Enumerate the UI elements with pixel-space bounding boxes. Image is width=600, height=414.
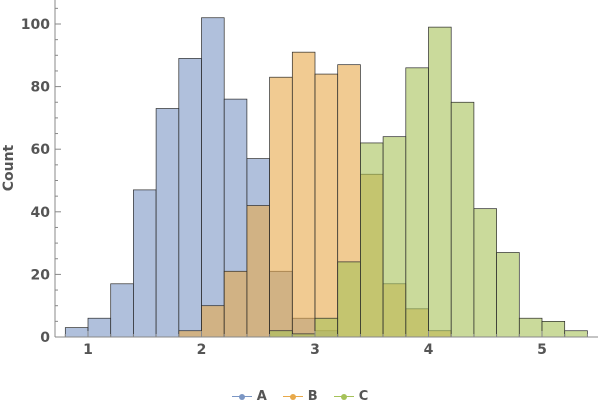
y-tick-label: 40: [31, 205, 51, 221]
histogram-bar: [269, 330, 293, 338]
histogram-bar: [541, 321, 566, 338]
histogram-bar: [496, 252, 520, 338]
legend-swatch: [333, 391, 354, 403]
x-tick-label: 4: [424, 342, 434, 358]
histogram-bar: [64, 327, 89, 338]
legend-item-c: C: [333, 389, 369, 404]
histogram-bar: [291, 51, 316, 338]
x-tick-label: 2: [197, 342, 207, 358]
histogram-bar: [473, 208, 497, 338]
x-tick-label: 1: [83, 342, 93, 358]
histogram-bar: [314, 317, 339, 338]
histogram-bar: [87, 317, 112, 338]
histogram-bar: [223, 270, 248, 338]
histogram-bar: [450, 101, 475, 338]
y-tick-label: 20: [31, 267, 51, 283]
histogram-bar: [178, 330, 202, 338]
histogram-bar: [337, 261, 361, 338]
bars-layer: [64, 17, 588, 338]
histogram-bar: [110, 283, 134, 338]
histogram-bar: [269, 76, 293, 338]
histogram-bar: [314, 73, 339, 338]
legend-label: C: [358, 389, 369, 404]
legend-swatch: [231, 391, 252, 403]
y-tick-label: 60: [31, 142, 51, 158]
x-tick-label: 3: [310, 342, 320, 358]
legend-swatch: [282, 391, 303, 403]
histogram-bar: [564, 330, 588, 338]
legend-label: B: [307, 389, 318, 404]
y-tick-label: 100: [21, 17, 50, 33]
axes-layer: 1 2 3 4 5 0 20 40 60 80 100: [21, 0, 598, 358]
legend-item-b: B: [282, 389, 318, 404]
histogram-bar: [382, 136, 407, 338]
histogram-bar: [201, 305, 225, 338]
histogram-bar: [155, 108, 180, 338]
y-tick-label: 0: [40, 330, 50, 346]
histogram-bar: [405, 67, 429, 338]
histogram-bar: [246, 205, 270, 338]
histogram-bar: [518, 317, 543, 338]
histogram-bar: [201, 17, 225, 338]
histogram-bar: [133, 189, 157, 338]
histogram-bar: [428, 26, 452, 338]
legend: A B C: [0, 389, 600, 404]
legend-item-a: A: [231, 389, 267, 404]
histogram-bar: [360, 142, 384, 338]
series-c: [269, 26, 588, 338]
histogram-bar: [178, 58, 202, 338]
y-axis-title: Count: [1, 144, 17, 191]
x-tick-label: 5: [537, 342, 547, 358]
y-tick-label: 80: [31, 80, 51, 96]
legend-label: A: [256, 389, 267, 404]
